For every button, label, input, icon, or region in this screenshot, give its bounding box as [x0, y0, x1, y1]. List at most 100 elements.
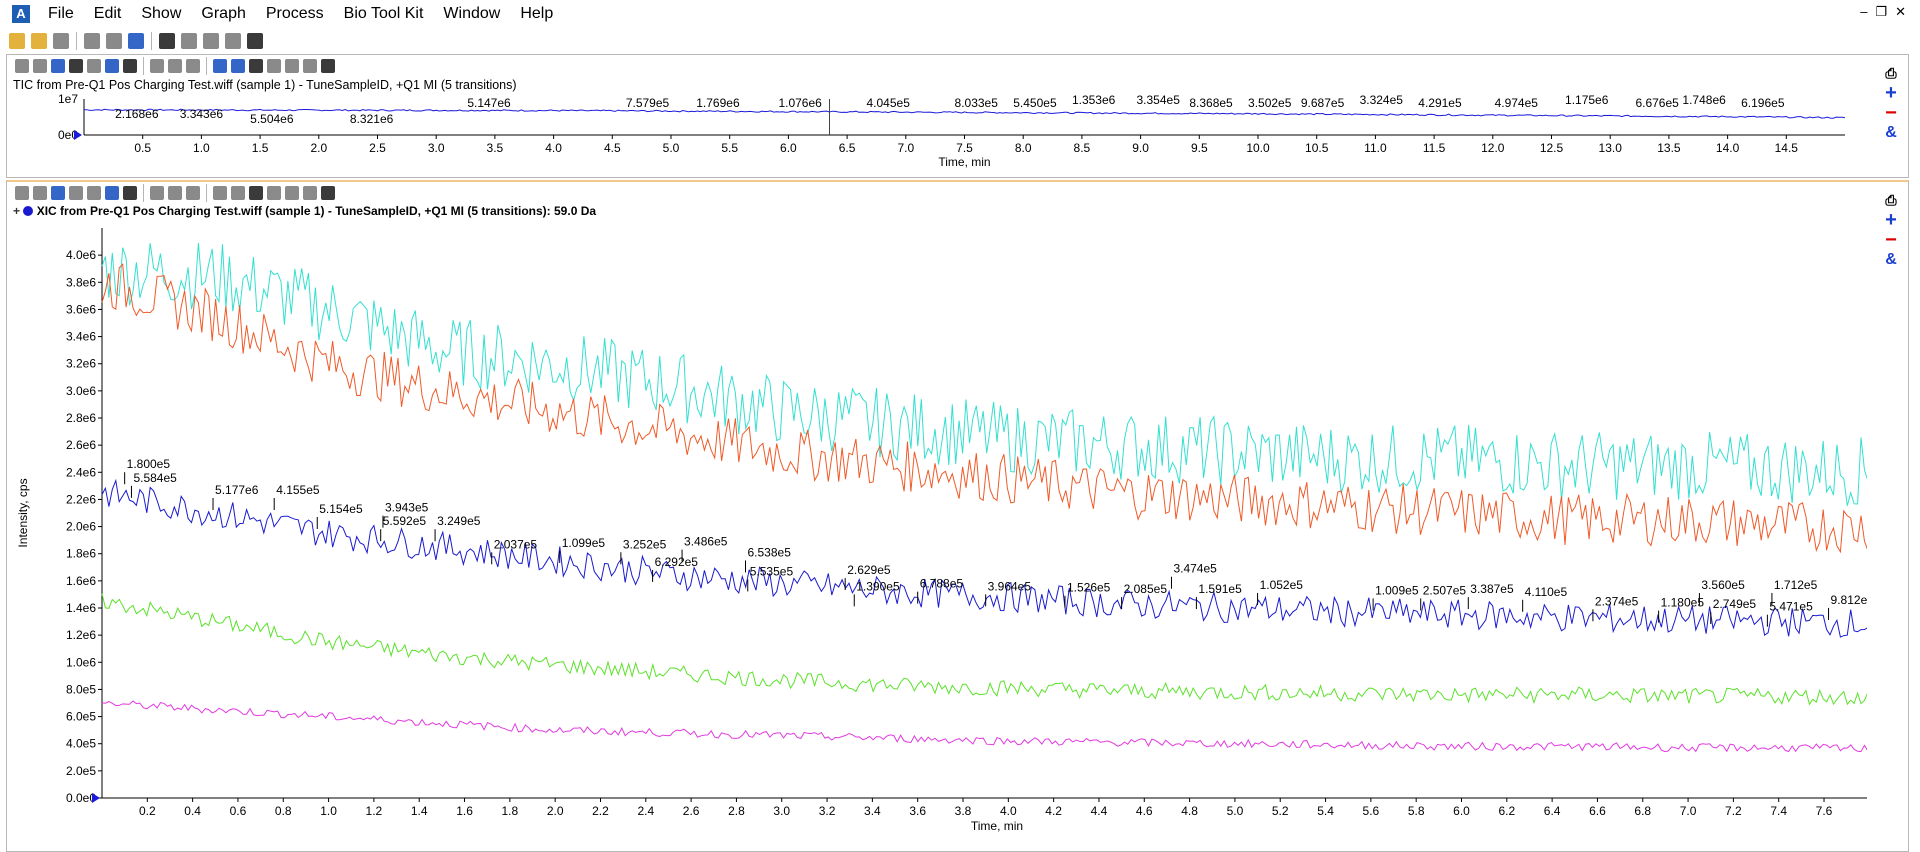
redo-icon[interactable]: [106, 33, 122, 49]
scale-icon[interactable]: [33, 186, 47, 200]
menu-file[interactable]: File: [48, 5, 74, 22]
delete-icon[interactable]: [249, 59, 263, 73]
back-icon[interactable]: [150, 186, 164, 200]
spectrum-icon[interactable]: [105, 186, 119, 200]
tic-x-tick-label: 6.0: [780, 141, 797, 155]
menu-show[interactable]: Show: [141, 5, 182, 22]
tic-peak-label: 1.175e6: [1565, 93, 1609, 107]
tic-peak-label: 5.450e5: [1013, 96, 1057, 110]
bar-chart-icon[interactable]: [213, 59, 227, 73]
tic-x-tick-label: 8.5: [1074, 141, 1091, 155]
xic-peak-label: 1.009e5: [1375, 583, 1419, 597]
zoom-icon[interactable]: [267, 186, 281, 200]
next-icon[interactable]: [168, 186, 182, 200]
menu-bio-tool-kit[interactable]: Bio Tool Kit: [343, 5, 424, 22]
next-icon[interactable]: [168, 59, 182, 73]
binoculars-icon[interactable]: [247, 33, 263, 49]
tic-peak-label: 8.368e5: [1189, 96, 1233, 110]
marker-icon[interactable]: [231, 186, 245, 200]
tic-peak-label: 4.045e5: [866, 96, 910, 110]
close-icon[interactable]: ✕: [1895, 4, 1914, 19]
bar-chart-icon[interactable]: [213, 186, 227, 200]
tic-x-tick-label: 11.0: [1364, 141, 1387, 155]
xic-peak-label: 2.037e5: [494, 537, 538, 551]
tic-x-tick-label: 6.5: [839, 141, 856, 155]
xic-x-tick-label: 7.0: [1680, 804, 1697, 818]
overlay-icon[interactable]: &: [1885, 124, 1897, 141]
overlay-icon[interactable]: &: [1885, 251, 1897, 268]
tic-chart[interactable]: 1e7 0e0 0.5 1.0 1.5 2.0 2.5 3.0 3.5 4.0 4.5 5.0 5.5 6…: [7, 91, 1867, 177]
tic-pane: TIC from Pre-Q1 Pos Charging Test.wiff (…: [6, 54, 1909, 178]
peak-label-icon[interactable]: [51, 59, 65, 73]
forward-icon[interactable]: [128, 33, 144, 49]
menu-help[interactable]: Help: [520, 5, 554, 22]
menu-graph[interactable]: Graph: [201, 5, 246, 22]
spectrum-icon[interactable]: [105, 59, 119, 73]
table-icon[interactable]: [285, 59, 299, 73]
binoculars-icon[interactable]: [321, 186, 335, 200]
tic-peak-label: 9.687e5: [1301, 96, 1345, 110]
tic-peak-label: 1.769e6: [696, 96, 740, 110]
xic-title-row: + XIC from Pre-Q1 Pos Charging Test.wiff…: [13, 204, 596, 218]
tic-x-tick-label: 2.0: [310, 141, 327, 155]
menu-window[interactable]: Window: [443, 5, 501, 22]
list-icon[interactable]: [303, 186, 317, 200]
tic-peak-label: 3.354e5: [1137, 93, 1181, 107]
undo-icon[interactable]: [84, 33, 100, 49]
xic-y-axis-label: Intensity, cps: [16, 478, 30, 547]
main-toolbar: [0, 28, 1920, 54]
redo-icon[interactable]: [186, 59, 200, 73]
tic-peak-label: 3.502e5: [1248, 96, 1292, 110]
zoom-icon[interactable]: [267, 59, 281, 73]
toolbar-divider: [76, 32, 77, 50]
xic-y-tick-label: 2.0e6: [66, 520, 96, 534]
percent-icon[interactable]: [87, 186, 101, 200]
xic-y-tick-label: 1.2e6: [66, 628, 96, 642]
document-dropdown-icon[interactable]: [53, 33, 69, 49]
menu-process[interactable]: Process: [265, 5, 324, 22]
back-icon[interactable]: [150, 59, 164, 73]
menu-edit[interactable]: Edit: [93, 5, 122, 22]
tile-vertical-icon[interactable]: [225, 33, 241, 49]
xic-y-tick-label: 3.2e6: [66, 357, 96, 371]
expand-icon[interactable]: +: [13, 204, 21, 218]
scale-icon[interactable]: [33, 59, 47, 73]
open-file-icon[interactable]: [31, 33, 47, 49]
binoculars-icon[interactable]: [321, 59, 335, 73]
xic-peak-label: 3.943e5: [385, 501, 429, 515]
zoom-out-icon[interactable]: −: [1885, 102, 1897, 124]
xic-chart[interactable]: 0.0e0 2.0e5 4.0e5 6.0e5 8.0e5 1.0e6 1.2e6 1.4e6…: [7, 220, 1867, 852]
xic-x-tick-label: 0.4: [184, 804, 201, 818]
link-icon[interactable]: [123, 186, 137, 200]
list-icon[interactable]: [303, 59, 317, 73]
zoom-in-icon[interactable]: +: [1885, 209, 1897, 231]
delete-icon[interactable]: [159, 33, 175, 49]
peak-label-icon[interactable]: [51, 186, 65, 200]
percent-icon[interactable]: [87, 59, 101, 73]
table-icon[interactable]: [285, 186, 299, 200]
marker-icon[interactable]: [231, 59, 245, 73]
link-icon[interactable]: [123, 59, 137, 73]
minimize-icon[interactable]: –: [1860, 4, 1876, 19]
xic-x-tick-label: 2.0: [547, 804, 564, 818]
tile-horizontal-icon[interactable]: [203, 33, 219, 49]
xic-series-green-line: [101, 593, 1867, 706]
print-icon[interactable]: ⎙: [1885, 65, 1897, 81]
xic-start-marker: [92, 793, 100, 803]
arrow-up-icon[interactable]: [69, 186, 83, 200]
zoom-in-icon[interactable]: +: [1885, 82, 1897, 104]
redo-icon[interactable]: [186, 186, 200, 200]
window-layout-icon[interactable]: [181, 33, 197, 49]
zoom-out-icon[interactable]: −: [1885, 229, 1897, 251]
tic-x-tick-label: 4.5: [604, 141, 621, 155]
tic-side-controls: ⎙ + − &: [1882, 63, 1900, 143]
home-icon[interactable]: [15, 186, 29, 200]
tic-peak-label: 5.147e6: [467, 96, 511, 110]
print-icon[interactable]: ⎙: [1885, 192, 1897, 208]
home-icon[interactable]: [15, 59, 29, 73]
open-folder-icon[interactable]: [9, 33, 25, 49]
delete-icon[interactable]: [249, 186, 263, 200]
xic-peak-label: 5.154e5: [319, 502, 363, 516]
restore-icon[interactable]: ❐: [1875, 4, 1896, 19]
arrow-up-icon[interactable]: [69, 59, 83, 73]
